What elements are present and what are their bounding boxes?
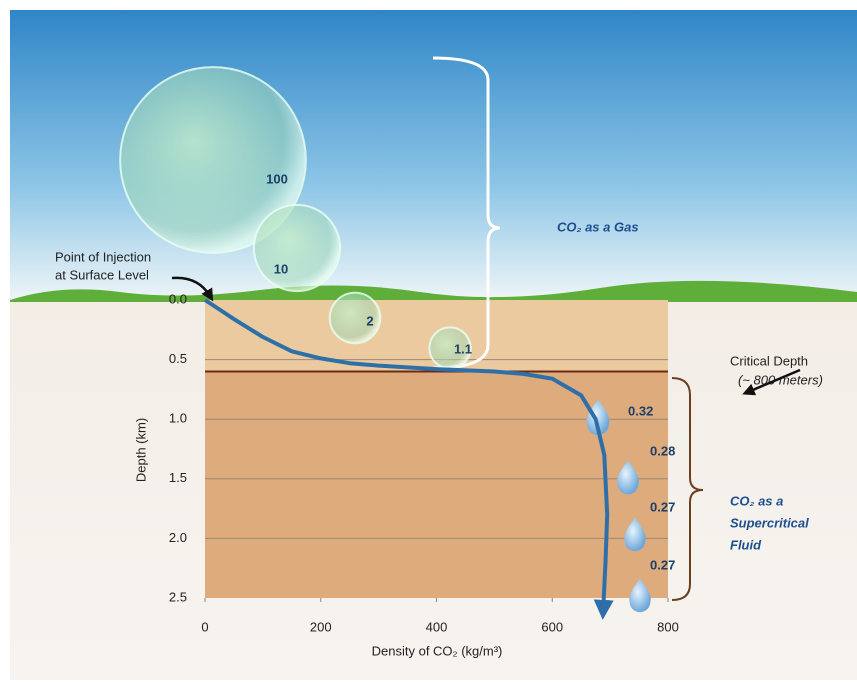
plot: 0.0 0.5 1.0 1.5 2.0 2.5 0 200 400 600 800: [169, 291, 679, 634]
fluid-droplet: [624, 517, 646, 552]
bracket: [671, 377, 704, 601]
x-tick-label: 400: [426, 619, 448, 634]
y-tick-label: 1.5: [169, 470, 187, 485]
y-tick-label: 1.0: [169, 411, 187, 426]
grass: [10, 280, 857, 302]
bubble-label: 0.28: [650, 443, 675, 458]
arrow: [742, 368, 801, 396]
bubble-label: 0.32: [628, 403, 653, 418]
y-tick-label: 2.5: [169, 589, 187, 604]
fluid-droplet: [629, 578, 651, 613]
y-tick-label: 0.0: [169, 291, 187, 306]
arrow: [171, 276, 214, 302]
fluid-droplet: [617, 460, 639, 495]
bubble-label: 2: [366, 313, 373, 328]
annotation: Supercritical: [730, 515, 809, 530]
gas-bubble: [252, 203, 342, 293]
x-tick-label: 600: [541, 619, 563, 634]
annotation: Fluid: [730, 537, 762, 552]
bubble-label: 0.27: [650, 499, 675, 514]
annotation: Critical Depth: [730, 353, 808, 368]
gas-bubble: [119, 66, 307, 254]
x-tick-label: 0: [201, 619, 208, 634]
x-axis-label: Density of CO₂ (kg/m³): [372, 643, 503, 658]
x-tick-label: 800: [657, 619, 679, 634]
x-tick-label: 200: [310, 619, 332, 634]
y-tick-label: 0.5: [169, 351, 187, 366]
annotation: at Surface Level: [55, 267, 149, 282]
annotation: (~ 800 meters): [738, 372, 823, 387]
bubble-label: 1.1: [454, 341, 472, 356]
bracket: [432, 56, 501, 370]
annotation: CO₂ as a: [730, 493, 783, 508]
fluid-droplet: [586, 399, 610, 436]
bubble-label: 10: [274, 261, 288, 276]
y-tick-label: 2.0: [169, 530, 187, 545]
annotation: CO₂ as a Gas: [557, 219, 639, 234]
bubble-label: 100: [266, 171, 288, 186]
bubble-label: 0.27: [650, 557, 675, 572]
y-axis-label: Depth (km): [133, 418, 148, 482]
annotation: Point of Injection: [55, 249, 151, 264]
density-curve: [203, 298, 614, 620]
gas-bubble: [328, 291, 382, 345]
